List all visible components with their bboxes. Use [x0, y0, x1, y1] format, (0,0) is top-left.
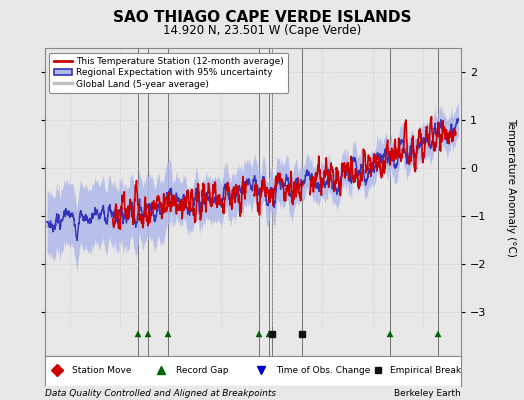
Y-axis label: Temperature Anomaly (°C): Temperature Anomaly (°C) — [506, 118, 516, 256]
Text: 14.920 N, 23.501 W (Cape Verde): 14.920 N, 23.501 W (Cape Verde) — [163, 24, 361, 37]
Text: Data Quality Controlled and Aligned at Breakpoints: Data Quality Controlled and Aligned at B… — [45, 389, 276, 398]
Text: Station Move: Station Move — [72, 366, 131, 375]
Text: Berkeley Earth: Berkeley Earth — [395, 389, 461, 398]
Text: Empirical Break: Empirical Break — [390, 366, 462, 375]
Legend: This Temperature Station (12-month average), Regional Expectation with 95% uncer: This Temperature Station (12-month avera… — [49, 52, 288, 93]
Text: Time of Obs. Change: Time of Obs. Change — [276, 366, 370, 375]
Text: Record Gap: Record Gap — [176, 366, 228, 375]
Text: SAO THIAGO CAPE VERDE ISLANDS: SAO THIAGO CAPE VERDE ISLANDS — [113, 10, 411, 25]
